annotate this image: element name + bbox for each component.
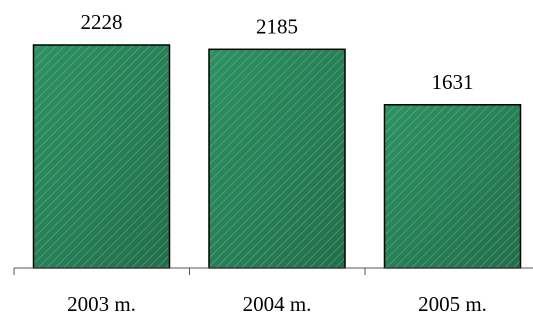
- x-tick-label: 2005 m.: [418, 292, 487, 316]
- bar-outline: [383, 104, 522, 269]
- data-label: 2185: [256, 14, 298, 38]
- bar-outline: [32, 44, 171, 269]
- bars-group: [32, 44, 522, 269]
- x-tick-labels-group: 2003 m. 2004 m. 2005 m.: [67, 292, 487, 316]
- data-labels-group: 2228 2185 1631: [81, 10, 474, 94]
- data-label: 2228: [81, 10, 123, 34]
- data-label: 1631: [432, 70, 474, 94]
- x-tick-label: 2004 m.: [243, 292, 312, 316]
- x-axis: [13, 267, 533, 275]
- x-tick-label: 2003 m.: [67, 292, 136, 316]
- bar-outline: [208, 48, 346, 269]
